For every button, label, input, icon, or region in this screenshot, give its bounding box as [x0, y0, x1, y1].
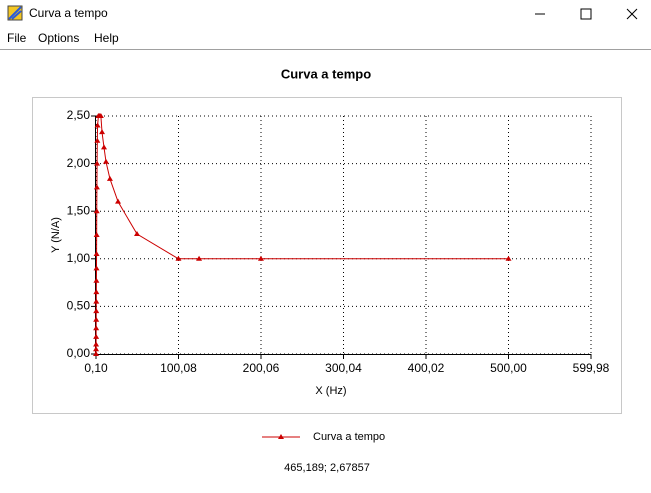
y-tick-label: 2,00 [67, 156, 91, 170]
chart-title: Curva a tempo [281, 66, 371, 81]
app-icon [7, 5, 23, 21]
data-point [93, 232, 100, 237]
y-tick-label: 0,50 [67, 299, 91, 313]
data-point [94, 137, 101, 143]
data-point [94, 122, 101, 128]
data-point [175, 255, 182, 261]
data-point [102, 158, 109, 164]
data-point [93, 325, 100, 331]
y-tick-label: 0,00 [67, 346, 91, 360]
x-tick-label: 599,98 [573, 361, 610, 375]
data-point [97, 113, 104, 118]
data-point [115, 198, 122, 204]
data-point [106, 175, 113, 181]
data-point [93, 316, 100, 322]
y-tick-label: 1,50 [67, 203, 91, 217]
status-text: 465,189; 2,67857 [284, 462, 370, 474]
data-point [93, 184, 100, 190]
data-point [93, 341, 100, 347]
data-point [505, 255, 512, 261]
data-point [93, 289, 100, 295]
legend-label: Curva a tempo [313, 431, 385, 443]
data-point [99, 129, 106, 135]
y-tick-label: 2,50 [67, 108, 91, 122]
x-tick-label: 300,04 [325, 361, 362, 375]
x-tick-label: 200,06 [243, 361, 280, 375]
data-point [93, 333, 100, 339]
maximize-button[interactable] [580, 8, 592, 20]
data-point [93, 265, 100, 271]
x-tick-label: 0,10 [84, 361, 108, 375]
data-point [93, 351, 99, 356]
menu-item[interactable]: Help [94, 31, 119, 45]
menu-item[interactable]: Options [38, 31, 79, 45]
data-point [93, 298, 100, 304]
window-title: Curva a tempo [29, 6, 108, 20]
data-point [93, 308, 100, 314]
data-point [93, 208, 100, 214]
data-point [196, 255, 203, 261]
data-point [134, 231, 141, 237]
y-axis-label: Y (N/A) [50, 217, 62, 253]
legend-marker [278, 434, 284, 439]
x-tick-label: 400,02 [408, 361, 445, 375]
menu-item[interactable]: File [7, 31, 27, 45]
close-button[interactable] [626, 8, 638, 20]
data-point [94, 160, 101, 166]
x-tick-label: 100,08 [160, 361, 197, 375]
data-point [93, 346, 100, 352]
data-point [101, 144, 108, 150]
chart-frame [32, 97, 622, 414]
x-axis-label: X (Hz) [315, 385, 346, 397]
data-point [93, 251, 100, 257]
data-point [257, 255, 264, 261]
data-point [93, 277, 100, 283]
x-tick-label: 500,00 [490, 361, 527, 375]
y-tick-label: 1,00 [67, 251, 91, 265]
